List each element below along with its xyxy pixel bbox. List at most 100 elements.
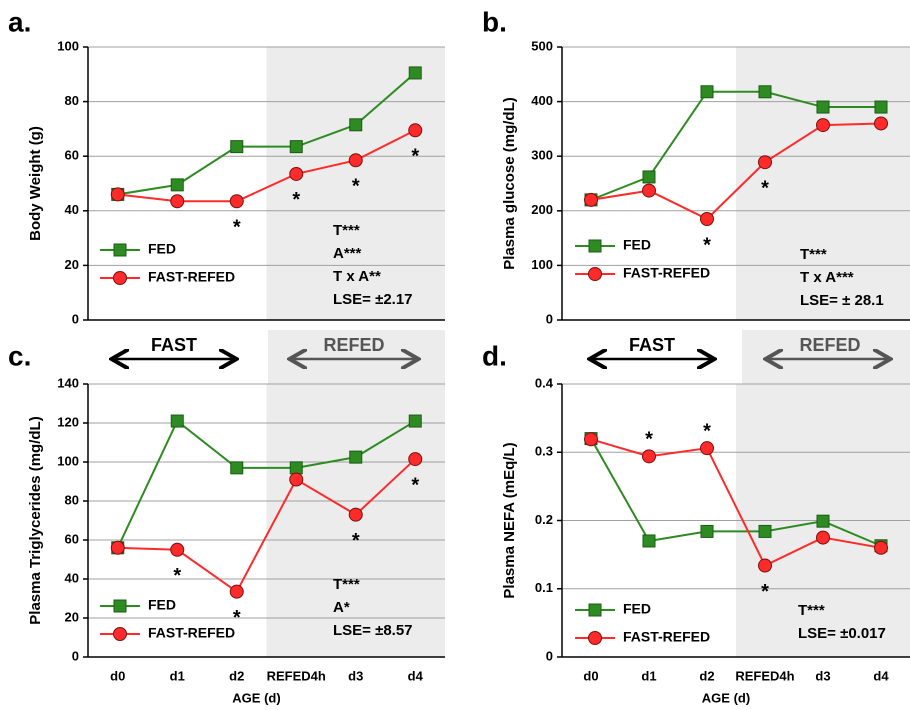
- y-tick-label: 20: [65, 257, 79, 272]
- marker: [642, 183, 656, 198]
- marker: [349, 118, 363, 132]
- marker: [229, 584, 244, 599]
- marker: [816, 118, 830, 133]
- marker: [816, 530, 830, 545]
- significance: *: [411, 146, 419, 168]
- y-tick-label: 400: [531, 93, 553, 108]
- marker: [229, 194, 244, 209]
- marker: [289, 166, 304, 181]
- y-tick-label: 0.3: [535, 444, 553, 459]
- marker: [700, 524, 714, 538]
- significance: *: [292, 189, 300, 211]
- marker: [170, 414, 184, 428]
- marker: [874, 100, 888, 114]
- legend-label: FAST-REFED: [148, 269, 235, 285]
- significance: *: [761, 177, 769, 199]
- x-tick-label: d0: [583, 668, 598, 683]
- panel-label: c.: [8, 340, 31, 371]
- stat-text: T***: [800, 246, 827, 263]
- marker: [408, 66, 422, 80]
- marker: [348, 153, 363, 168]
- legend-label: FAST-REFED: [623, 265, 710, 281]
- y-tick-label: 100: [531, 257, 553, 272]
- y-tick-label: 0: [546, 648, 553, 663]
- marker: [642, 449, 656, 464]
- stat-text: A***: [333, 245, 362, 262]
- y-tick-label: 60: [65, 531, 79, 546]
- y-tick-label: 40: [65, 202, 79, 217]
- stat-text: LSE= ±0.017: [798, 625, 886, 642]
- series-line: [116, 419, 416, 549]
- phase-label: FAST: [151, 335, 197, 355]
- marker: [408, 452, 423, 467]
- y-tick-label: 0: [546, 311, 553, 326]
- x-tick-label: d4: [873, 668, 889, 683]
- marker: [758, 524, 772, 538]
- series-line: [590, 438, 882, 547]
- significance: *: [352, 530, 360, 552]
- y-tick-label: 100: [57, 453, 79, 468]
- x-tick-label: d2: [699, 668, 714, 683]
- stat-text: T x A**: [333, 268, 381, 285]
- marker: [758, 558, 772, 573]
- marker: [408, 414, 422, 428]
- x-tick-label: d3: [348, 668, 363, 683]
- marker: [874, 116, 888, 131]
- marker: [758, 155, 772, 170]
- marker: [642, 170, 656, 184]
- series-line: [590, 90, 881, 201]
- series-line: [590, 122, 882, 221]
- significance: *: [411, 474, 419, 496]
- panel-label: a.: [8, 6, 31, 37]
- legend-label: FAST-REFED: [623, 629, 710, 645]
- y-tick-label: 0: [72, 311, 79, 326]
- x-axis-label: AGE (d): [702, 690, 750, 705]
- y-tick-label: 0.4: [535, 375, 554, 390]
- phase-label: REFED: [323, 335, 384, 355]
- marker: [289, 472, 304, 487]
- legend-label: FED: [148, 597, 176, 613]
- legend-marker: [113, 271, 127, 285]
- marker: [170, 194, 185, 209]
- series-line: [117, 72, 416, 196]
- y-axis-label: Plasma Triglycerides (mg/dL): [27, 416, 44, 624]
- panel-label: d.: [482, 340, 507, 371]
- x-tick-label: REFED4h: [735, 668, 794, 683]
- marker: [584, 192, 598, 207]
- significance: *: [233, 607, 241, 629]
- stat-text: LSE= ±2.17: [333, 291, 413, 308]
- significance: *: [352, 176, 360, 198]
- y-tick-label: 0: [72, 648, 79, 663]
- marker: [230, 461, 244, 475]
- refed-shade: [266, 47, 445, 320]
- y-tick-label: 80: [65, 93, 79, 108]
- marker: [758, 85, 772, 99]
- y-tick-label: 0.2: [535, 512, 553, 527]
- x-tick-label: d1: [170, 668, 185, 683]
- legend-label: FED: [148, 241, 176, 257]
- legend-marker: [113, 599, 127, 613]
- y-axis-label: Plasma glucose (mg/dL): [501, 97, 518, 270]
- marker: [700, 211, 714, 226]
- legend-marker: [113, 627, 127, 641]
- x-tick-label: d3: [815, 668, 830, 683]
- stat-text: T x A***: [800, 269, 854, 286]
- marker: [230, 140, 244, 154]
- marker: [816, 514, 830, 528]
- marker: [110, 540, 125, 555]
- legend-marker: [588, 603, 602, 617]
- marker: [110, 187, 125, 202]
- y-tick-label: 60: [65, 148, 79, 163]
- marker: [348, 507, 363, 522]
- x-tick-label: d2: [229, 668, 244, 683]
- marker: [349, 450, 363, 464]
- y-tick-label: 40: [65, 570, 79, 585]
- marker: [289, 461, 303, 475]
- marker: [408, 123, 423, 138]
- x-tick-label: REFED4h: [267, 668, 326, 683]
- legend-label: FED: [623, 237, 651, 253]
- y-tick-label: 100: [57, 38, 79, 53]
- y-tick-label: 300: [531, 148, 553, 163]
- x-tick-label: d0: [110, 668, 125, 683]
